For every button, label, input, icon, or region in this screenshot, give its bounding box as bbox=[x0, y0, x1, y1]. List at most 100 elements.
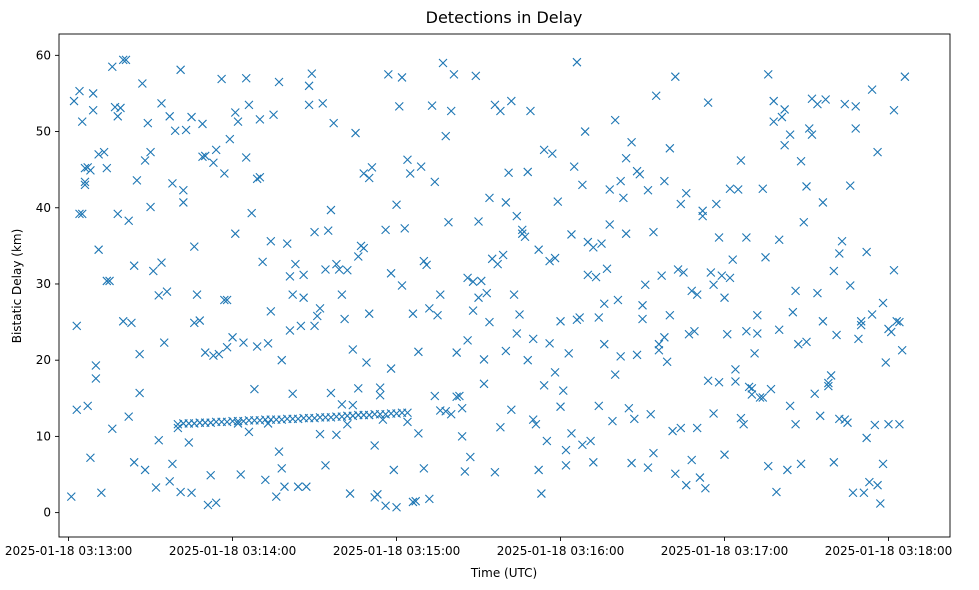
data-point-marker bbox=[673, 265, 683, 274]
data-point-marker bbox=[586, 436, 595, 446]
data-point-marker bbox=[465, 452, 475, 462]
data-point-marker bbox=[728, 255, 738, 264]
data-point-marker bbox=[389, 465, 399, 475]
x-tick-label: 2025-01-18 03:17:00 bbox=[661, 544, 788, 558]
data-point-marker bbox=[414, 428, 423, 438]
data-point-marker bbox=[703, 376, 713, 386]
data-point-marker bbox=[588, 243, 598, 252]
data-point-marker bbox=[375, 390, 385, 400]
data-point-marker bbox=[326, 388, 336, 398]
data-point-marker bbox=[209, 351, 218, 361]
data-point-marker bbox=[547, 149, 557, 159]
data-point-marker bbox=[854, 334, 863, 344]
data-point-marker bbox=[291, 259, 300, 269]
data-point-marker bbox=[405, 169, 415, 178]
data-point-marker bbox=[72, 321, 82, 331]
data-point-marker bbox=[875, 499, 885, 508]
data-point-marker bbox=[588, 457, 598, 467]
x-tick-label: 2025-01-18 03:15:00 bbox=[333, 544, 460, 558]
data-point-marker bbox=[173, 423, 183, 433]
data-point-marker bbox=[714, 377, 724, 387]
data-point-marker bbox=[375, 383, 385, 393]
data-point-marker bbox=[296, 321, 306, 331]
data-point-marker bbox=[233, 117, 243, 127]
data-point-marker bbox=[851, 102, 861, 111]
y-tick-label: 30 bbox=[36, 277, 51, 291]
data-point-marker bbox=[419, 256, 429, 266]
data-point-marker bbox=[72, 405, 82, 415]
data-point-marker bbox=[288, 389, 298, 399]
data-point-marker bbox=[66, 492, 76, 501]
data-point-marker bbox=[403, 408, 412, 418]
data-point-marker bbox=[802, 337, 811, 347]
data-point-marker bbox=[599, 339, 609, 349]
data-point-marker bbox=[504, 168, 513, 178]
data-point-marker bbox=[135, 349, 145, 359]
data-point-marker bbox=[200, 348, 210, 357]
y-tick-label: 50 bbox=[36, 125, 51, 139]
data-point-marker bbox=[515, 310, 524, 319]
data-point-marker bbox=[187, 112, 196, 122]
data-point-marker bbox=[512, 329, 522, 338]
data-point-marker bbox=[310, 321, 319, 331]
data-point-marker bbox=[364, 173, 374, 183]
data-point-marker bbox=[455, 391, 464, 401]
data-point-marker bbox=[329, 118, 339, 128]
data-point-marker bbox=[424, 494, 434, 504]
data-point-marker bbox=[370, 441, 380, 450]
data-point-marker bbox=[807, 130, 817, 139]
data-point-marker bbox=[889, 265, 899, 275]
data-point-marker bbox=[490, 467, 500, 477]
data-point-marker bbox=[780, 105, 790, 114]
data-point-marker bbox=[236, 470, 246, 479]
data-point-marker bbox=[545, 256, 554, 266]
data-point-marker bbox=[255, 172, 265, 182]
data-point-marker bbox=[424, 303, 434, 313]
data-point-marker bbox=[769, 117, 779, 127]
data-point-marker bbox=[818, 316, 828, 326]
data-point-marker bbox=[99, 147, 109, 157]
data-point-marker bbox=[895, 317, 904, 327]
data-point-marker bbox=[178, 185, 188, 195]
data-point-marker bbox=[422, 260, 431, 270]
data-point-marker bbox=[482, 288, 492, 298]
data-point-marker bbox=[774, 325, 784, 335]
data-point-marker bbox=[88, 89, 98, 98]
data-point-marker bbox=[392, 502, 401, 512]
data-point-marker bbox=[509, 290, 519, 300]
y-axis-label: Bistatic Delay (km) bbox=[10, 229, 24, 344]
data-point-marker bbox=[823, 378, 833, 388]
data-point-marker bbox=[662, 357, 672, 367]
data-point-marker bbox=[80, 180, 90, 190]
data-point-marker bbox=[654, 339, 664, 349]
data-point-marker bbox=[148, 266, 158, 276]
data-point-marker bbox=[665, 143, 675, 153]
data-point-marker bbox=[274, 447, 284, 457]
data-point-marker bbox=[799, 217, 809, 227]
data-point-marker bbox=[146, 202, 155, 212]
data-point-marker bbox=[189, 318, 199, 328]
data-point-marker bbox=[856, 316, 866, 326]
data-point-marker bbox=[788, 307, 798, 317]
data-point-marker bbox=[758, 393, 768, 402]
data-point-marker bbox=[487, 254, 497, 264]
data-point-marker bbox=[102, 163, 112, 173]
data-point-marker bbox=[457, 432, 467, 441]
data-point-marker bbox=[351, 128, 360, 138]
data-point-marker bbox=[897, 345, 907, 355]
data-point-marker bbox=[252, 342, 262, 351]
data-point-marker bbox=[567, 230, 576, 239]
data-point-marker bbox=[632, 166, 642, 176]
data-point-marker bbox=[159, 338, 169, 348]
data-point-marker bbox=[315, 429, 325, 439]
y-axis-ticks: 0 10 20 30 40 50 60 bbox=[36, 48, 59, 520]
data-point-marker bbox=[252, 174, 262, 184]
data-point-marker bbox=[288, 290, 298, 300]
data-point-marker bbox=[695, 473, 705, 482]
data-point-marker bbox=[321, 265, 330, 274]
chart-title: Detections in Delay bbox=[426, 8, 583, 27]
data-point-marker bbox=[490, 100, 500, 110]
data-point-marker bbox=[94, 150, 104, 159]
data-point-marker bbox=[135, 388, 145, 398]
data-point-marker bbox=[845, 181, 855, 191]
